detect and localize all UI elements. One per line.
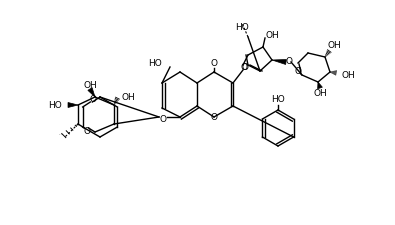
Text: O: O (160, 115, 167, 124)
Text: O: O (286, 58, 293, 67)
Text: O: O (211, 112, 218, 122)
Text: OH: OH (83, 81, 97, 90)
Text: HO: HO (48, 101, 62, 110)
Text: OH: OH (342, 70, 356, 79)
Text: OH: OH (328, 40, 342, 50)
Text: ...: ... (58, 132, 62, 136)
Text: OH: OH (122, 92, 136, 101)
Text: OH: OH (313, 88, 327, 97)
Text: O: O (83, 126, 90, 135)
Text: O: O (241, 63, 248, 72)
Text: HO: HO (271, 95, 285, 104)
Text: HO: HO (235, 23, 249, 32)
Polygon shape (88, 88, 95, 97)
Text: HO: HO (148, 58, 162, 68)
Text: OH: OH (266, 31, 280, 40)
Text: O: O (90, 95, 97, 104)
Text: O: O (241, 63, 248, 72)
Text: O: O (211, 58, 218, 68)
Polygon shape (318, 82, 322, 89)
Text: O: O (295, 68, 301, 76)
Polygon shape (68, 103, 78, 108)
Polygon shape (272, 60, 286, 65)
